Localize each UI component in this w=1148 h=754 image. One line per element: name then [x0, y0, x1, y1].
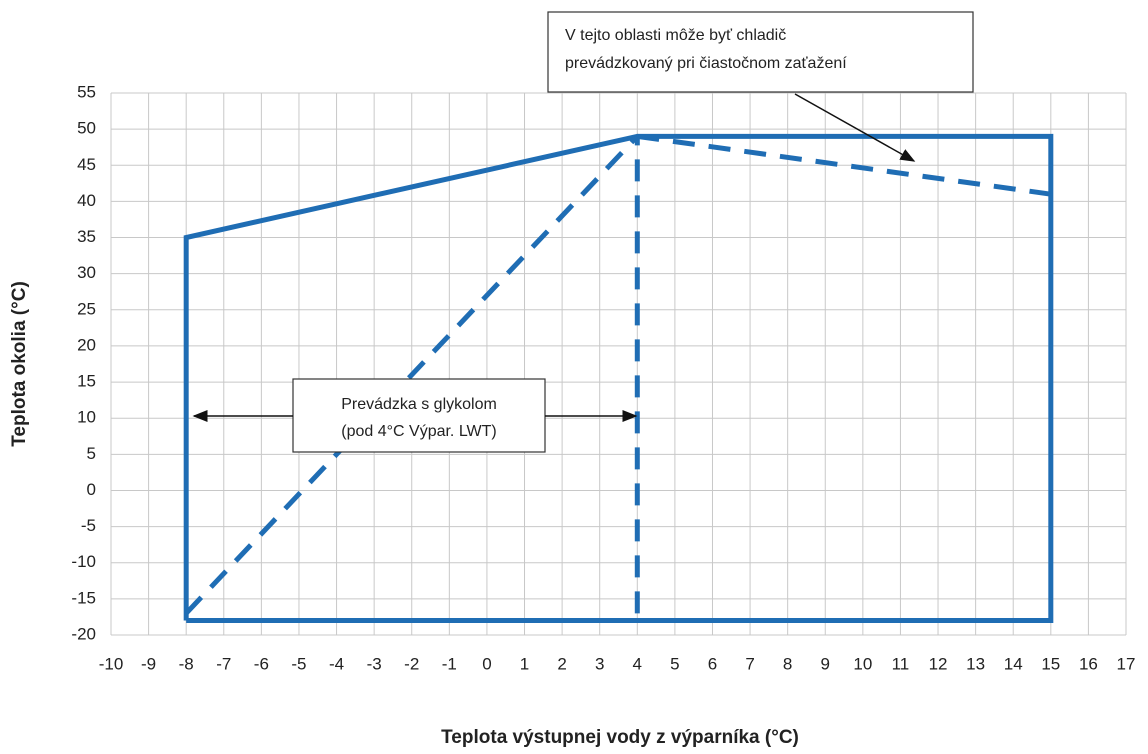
x-tick-label: 9 — [821, 654, 830, 673]
x-tick-label: 0 — [482, 654, 491, 673]
y-tick-label: -10 — [71, 552, 96, 571]
annotation-text: (pod 4°C Výpar. LWT) — [341, 423, 496, 440]
x-tick-label: -2 — [404, 654, 419, 673]
x-tick-label: -6 — [254, 654, 269, 673]
x-tick-label: 3 — [595, 654, 604, 673]
y-tick-label: 30 — [77, 263, 96, 282]
annotation-text: prevádzkovaný pri čiastočnom zaťažení — [565, 55, 847, 72]
series-line — [184, 134, 640, 616]
x-tick-label: -3 — [367, 654, 382, 673]
y-tick-label: 35 — [77, 227, 96, 246]
annotation-text: V tejto oblasti môže byť chladič — [565, 27, 786, 44]
x-tick-label: -4 — [329, 654, 344, 673]
y-axis-title: Teplota okolia (°C) — [9, 281, 30, 447]
x-tick-label: 1 — [520, 654, 529, 673]
x-tick-label: 8 — [783, 654, 792, 673]
y-tick-label: 45 — [77, 155, 96, 174]
y-tick-label: 25 — [77, 299, 96, 318]
x-tick-label: -5 — [291, 654, 306, 673]
x-tick-label: 12 — [929, 654, 948, 673]
x-tick-label: 11 — [892, 654, 910, 673]
x-tick-label: 7 — [745, 654, 754, 673]
x-tick-label: 14 — [1004, 654, 1023, 673]
x-tick-label: 10 — [853, 654, 872, 673]
x-tick-label: 16 — [1079, 654, 1098, 673]
x-tick-label: 6 — [708, 654, 717, 673]
series-line — [183, 133, 1054, 624]
y-tick-label: -15 — [71, 588, 96, 607]
y-tick-label: 40 — [77, 191, 96, 210]
x-axis-title: Teplota výstupnej vody z výparníka (°C) — [441, 727, 799, 748]
x-tick-label: 2 — [557, 654, 566, 673]
annotation-arrow — [794, 93, 916, 162]
y-tick-label: 15 — [77, 372, 96, 391]
y-tick-label: -20 — [71, 624, 96, 643]
x-tick-label: -8 — [179, 654, 194, 673]
x-tick-label: 4 — [633, 654, 642, 673]
x-tick-label: 5 — [670, 654, 679, 673]
y-tick-label: 50 — [77, 119, 96, 138]
x-tick-label: -7 — [216, 654, 231, 673]
x-tick-label: -9 — [141, 654, 156, 673]
x-tick-label: 15 — [1041, 654, 1060, 673]
x-tick-label: -10 — [99, 654, 124, 673]
x-tick-label: 17 — [1117, 654, 1136, 673]
y-tick-label: 5 — [87, 444, 96, 463]
x-tick-label: -1 — [442, 654, 457, 673]
annotation-box — [547, 11, 974, 93]
y-tick-label: 55 — [77, 82, 96, 101]
annotation-box — [292, 378, 546, 453]
y-tick-label: 10 — [77, 408, 96, 427]
annotation-text: Prevádzka s glykolom — [341, 396, 497, 413]
x-tick-label: 13 — [966, 654, 985, 673]
y-tick-label: -5 — [81, 516, 96, 535]
y-tick-label: 20 — [77, 335, 96, 354]
y-tick-label: 0 — [87, 480, 96, 499]
